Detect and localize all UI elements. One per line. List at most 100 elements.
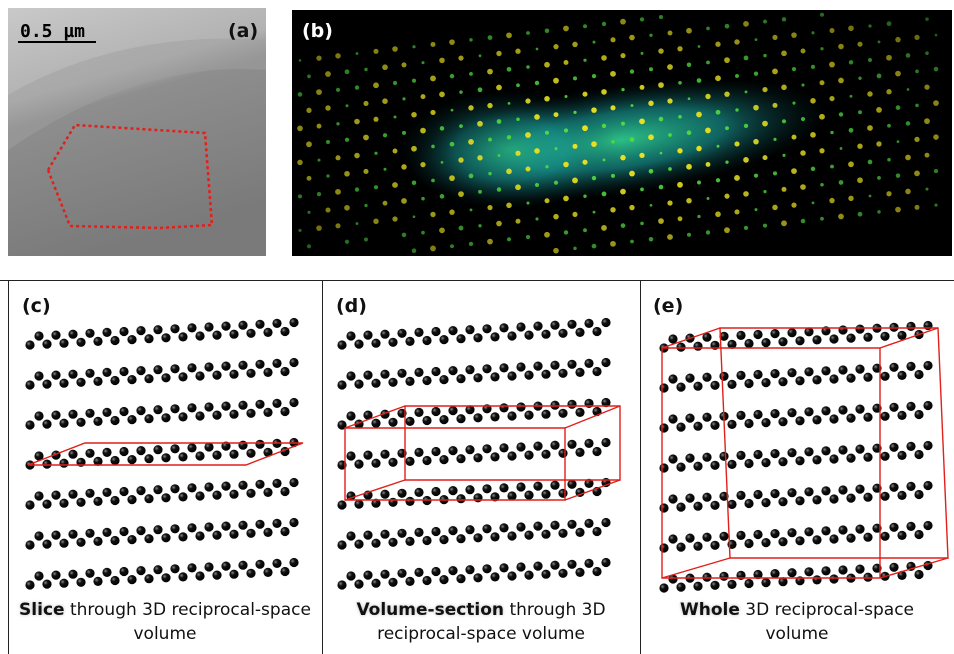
diffraction-spot [297,194,303,199]
diffraction-spot [772,171,778,176]
lattice-point [906,441,916,451]
lattice-point [195,531,205,541]
diffraction-spot [934,33,938,37]
lattice-point [482,564,492,574]
lattice-point [238,320,248,330]
diffraction-spot [914,204,920,210]
diffraction-spot [934,203,938,207]
lattice-point [59,498,69,508]
diffraction-spot [553,77,559,84]
diffraction-spot [592,40,596,44]
lattice-point [914,569,924,580]
lattice-point [516,402,526,412]
diffraction-spot [468,173,474,179]
diffraction-spot [583,194,587,198]
lattice-point [59,458,69,468]
diffraction-spot [648,67,654,72]
diffraction-spot [439,227,445,234]
diffraction-spot [506,168,512,175]
diffraction-spot [620,18,626,25]
diffraction-spot [553,247,559,254]
lattice-point [897,370,907,380]
lattice-point [76,377,86,387]
diffraction-spot [648,100,654,107]
lattice-point [170,524,180,534]
lattice-point [153,405,163,415]
diffraction-spot [507,101,511,105]
lattice-point [906,521,916,532]
lattice-point [770,329,780,339]
lattice-point [59,338,69,348]
lattice-point [558,328,568,338]
diffraction-spot [364,203,368,208]
lattice-point [289,517,299,528]
lattice-point [702,572,712,582]
diffraction-spot [819,12,825,17]
diffraction-spot [306,141,312,148]
lattice-point [710,380,720,390]
lattice-point [550,360,560,370]
lattice-point [787,528,797,538]
diffraction-spot [620,188,626,195]
diffraction-spot [563,25,569,32]
lattice-point [499,363,509,373]
lattice-point [354,579,364,589]
diffraction-spot [639,17,645,22]
diffraction-spot [857,143,863,149]
diffraction-spot [611,173,615,178]
diffraction-spot [306,107,312,113]
lattice-point [541,449,551,459]
diffraction-spot [649,33,653,37]
lattice-point [880,411,890,421]
lattice-point [770,489,780,499]
diffraction-spot [724,23,730,29]
diffraction-spot [848,195,854,201]
lattice-point [584,518,594,529]
lattice-point [490,492,500,502]
lattice-point [272,518,282,529]
diffraction-spot [791,134,797,140]
lattice-point [846,493,856,503]
diffraction-spot [336,122,340,126]
diffraction-spot [905,53,911,58]
diffraction-spot [582,24,588,29]
lattice-point [846,373,856,383]
lattice-point [795,376,805,386]
lattice-point [280,526,290,537]
diffraction-spot [496,220,502,227]
lattice-point [263,447,273,457]
diffraction-spot [629,34,635,41]
lattice-point [119,326,129,337]
diffraction-spot [420,162,426,168]
lattice-point [144,414,154,424]
lattice-point [144,334,154,344]
lattice-point [51,410,61,420]
lattice-point [906,361,916,371]
lattice-point [212,410,222,420]
diffraction-spot [800,218,806,224]
lattice-point [668,414,678,424]
lattice-point [110,575,120,586]
diffraction-spot [430,211,436,218]
lattice-point [693,461,703,471]
lattice-point [889,482,899,492]
lattice-point [761,418,771,428]
diffraction-spot [449,39,455,45]
lattice-point [187,363,197,373]
diffraction-spot [781,84,787,91]
lattice-point [102,567,112,578]
diffraction-spot [772,68,778,75]
lattice-point [516,322,526,332]
diffraction-spot [439,91,445,98]
diffraction-spot [630,239,634,244]
lattice-point [804,447,814,457]
diffraction-spot [583,228,587,233]
grain-boundary [8,38,266,150]
lattice-point [659,383,669,393]
diffraction-spot [933,169,939,174]
lattice-point [102,407,112,417]
diffraction-spot [743,157,749,163]
lattice-point [736,450,746,460]
lattice-point [363,570,373,580]
diffraction-spot [515,48,521,54]
